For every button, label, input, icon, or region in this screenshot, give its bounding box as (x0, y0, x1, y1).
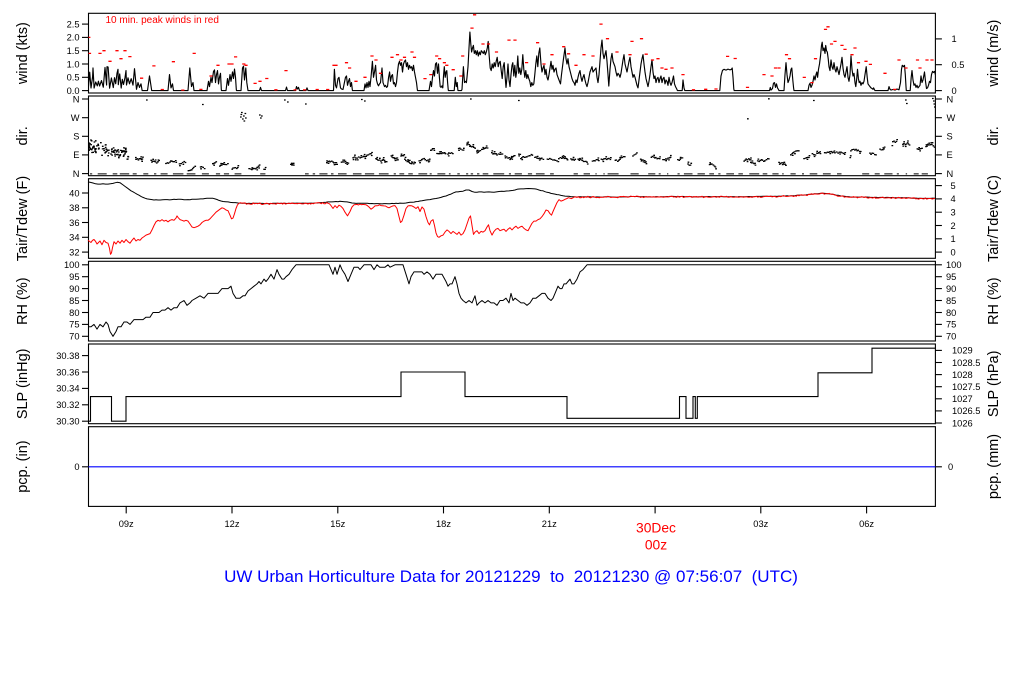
svg-text:18z: 18z (436, 519, 451, 529)
svg-text:100: 100 (946, 260, 962, 270)
svg-text:1: 1 (951, 234, 956, 244)
svg-text:1.5: 1.5 (67, 46, 80, 56)
svg-text:RH (%): RH (%) (986, 277, 1002, 325)
svg-text:2: 2 (951, 221, 956, 231)
svg-text:34: 34 (69, 233, 79, 243)
svg-text:80: 80 (946, 308, 956, 318)
svg-text:95: 95 (69, 272, 79, 282)
svg-text:70: 70 (69, 332, 79, 342)
svg-text:90: 90 (69, 284, 79, 294)
svg-text:1029: 1029 (952, 346, 973, 356)
svg-text:10 min. peak winds in red: 10 min. peak winds in red (106, 15, 219, 26)
svg-text:0: 0 (948, 462, 953, 472)
svg-text:1028: 1028 (952, 370, 973, 380)
svg-text:85: 85 (946, 296, 956, 306)
svg-text:W: W (947, 113, 956, 123)
svg-text:W: W (71, 113, 80, 123)
svg-text:32: 32 (69, 247, 79, 257)
svg-text:1028.5: 1028.5 (952, 358, 980, 368)
svg-text:00z: 00z (645, 538, 667, 553)
svg-text:70: 70 (946, 332, 956, 342)
svg-text:E: E (73, 150, 79, 160)
svg-text:15z: 15z (330, 519, 345, 529)
svg-text:1027: 1027 (952, 394, 973, 404)
svg-text:S: S (73, 132, 79, 142)
svg-text:12z: 12z (225, 519, 240, 529)
svg-text:Tair/Tdew (C): Tair/Tdew (C) (986, 175, 1002, 262)
svg-text:95: 95 (946, 272, 956, 282)
svg-text:30Dec: 30Dec (636, 521, 676, 536)
svg-text:06z: 06z (859, 519, 874, 529)
svg-text:pcp. (mm): pcp. (mm) (986, 434, 1002, 499)
svg-text:0: 0 (74, 462, 79, 472)
svg-text:wind (kts): wind (kts) (15, 22, 31, 85)
svg-text:0: 0 (952, 86, 957, 96)
svg-text:1: 1 (952, 34, 957, 44)
svg-text:pcp. (in): pcp. (in) (15, 440, 31, 492)
svg-text:0: 0 (951, 247, 956, 257)
svg-text:30.32: 30.32 (56, 400, 79, 410)
svg-text:75: 75 (69, 320, 79, 330)
svg-text:38: 38 (69, 203, 79, 213)
svg-text:N: N (73, 94, 80, 104)
svg-text:2.5: 2.5 (67, 19, 80, 29)
svg-text:90: 90 (946, 284, 956, 294)
svg-text:5: 5 (951, 181, 956, 191)
svg-text:03z: 03z (753, 519, 768, 529)
svg-text:UW Urban Horticulture Data for: UW Urban Horticulture Data for 20121229 … (224, 567, 798, 586)
svg-text:N: N (947, 94, 954, 104)
svg-text:S: S (947, 132, 953, 142)
svg-text:4: 4 (951, 194, 956, 204)
svg-text:1026.5: 1026.5 (952, 406, 980, 416)
svg-text:wind (m/s): wind (m/s) (986, 20, 1002, 88)
svg-text:N: N (947, 169, 954, 179)
svg-text:40: 40 (69, 188, 79, 198)
svg-text:30.34: 30.34 (56, 384, 79, 394)
svg-text:0.5: 0.5 (952, 60, 965, 70)
svg-text:80: 80 (69, 308, 79, 318)
svg-text:0.0: 0.0 (67, 86, 80, 96)
svg-text:1027.5: 1027.5 (952, 382, 980, 392)
svg-text:85: 85 (69, 296, 79, 306)
svg-text:36: 36 (69, 218, 79, 228)
svg-text:RH (%): RH (%) (15, 277, 31, 325)
svg-text:3: 3 (951, 208, 956, 218)
svg-text:100: 100 (64, 260, 80, 270)
svg-text:SLP (inHg): SLP (inHg) (15, 349, 31, 420)
svg-text:dir.: dir. (986, 126, 1002, 145)
svg-text:75: 75 (946, 320, 956, 330)
svg-text:30.30: 30.30 (56, 417, 79, 427)
svg-text:E: E (947, 150, 953, 160)
svg-text:dir.: dir. (15, 126, 31, 145)
svg-text:1026: 1026 (952, 418, 973, 428)
svg-text:09z: 09z (119, 519, 134, 529)
svg-text:SLP (hPa): SLP (hPa) (986, 351, 1002, 418)
svg-text:30.36: 30.36 (56, 367, 79, 377)
svg-text:2.0: 2.0 (67, 33, 80, 43)
svg-text:30.38: 30.38 (56, 351, 79, 361)
svg-text:21z: 21z (542, 519, 557, 529)
svg-text:1.0: 1.0 (67, 59, 80, 69)
svg-text:0.5: 0.5 (67, 73, 80, 83)
svg-text:N: N (73, 169, 80, 179)
svg-text:Tair/Tdew (F): Tair/Tdew (F) (15, 176, 31, 261)
